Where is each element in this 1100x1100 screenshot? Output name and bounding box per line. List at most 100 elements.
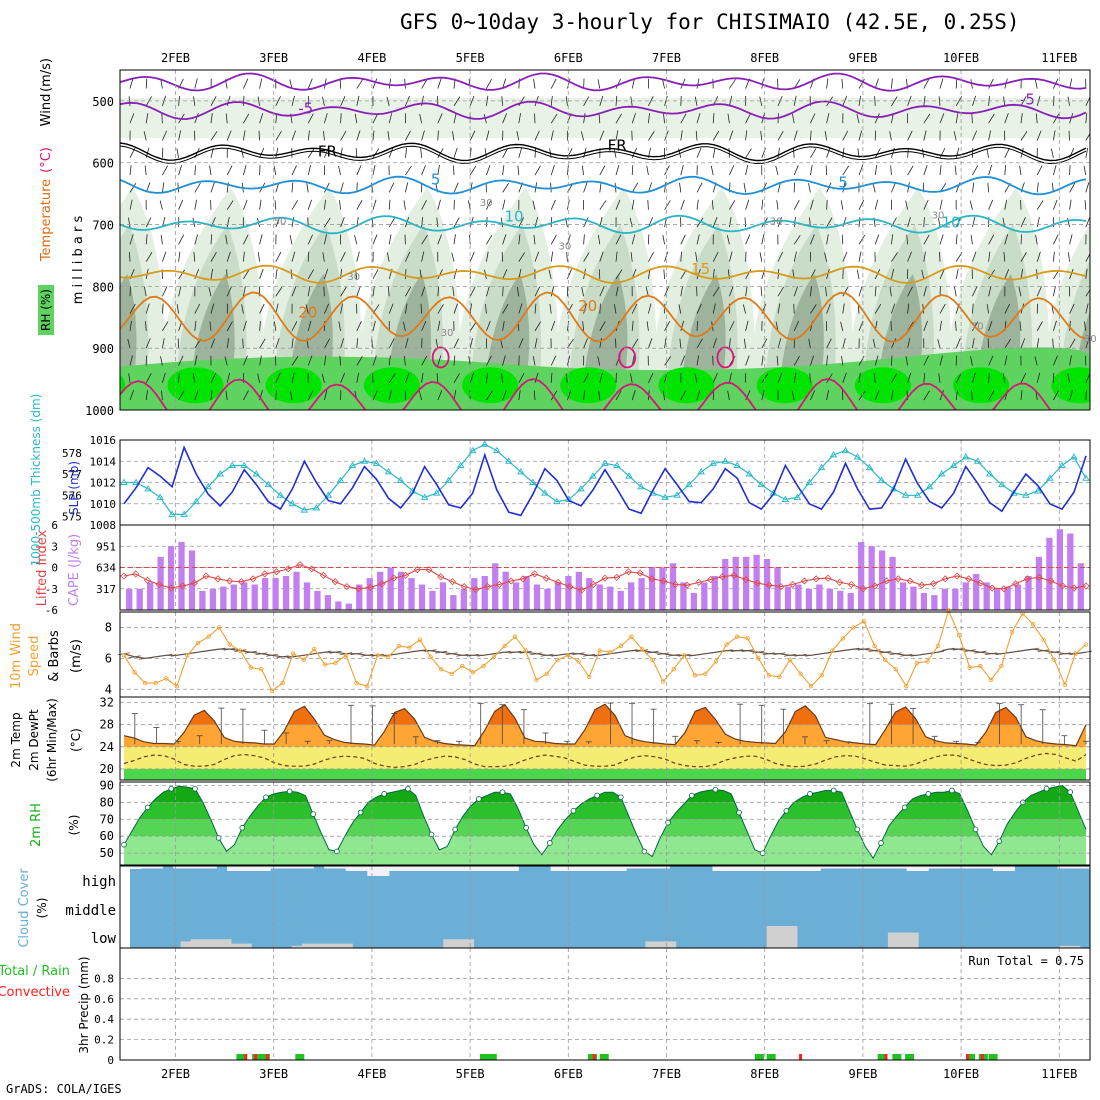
rh2m-point [689,793,694,798]
wind-barb [827,148,830,158]
y-tick-label: 500 [92,95,114,109]
wind-barb [162,166,167,175]
contour-label: 30 [347,272,360,283]
cloud-high-gap [777,866,788,871]
wind-barb [292,165,297,175]
cloud-level-label: middle [65,903,116,919]
wind-barb [956,148,959,158]
cape-bar [1015,585,1021,610]
cape-bar [398,572,404,610]
wind-barb [793,148,794,158]
wind-barb [179,235,184,245]
wind-barb [470,252,474,262]
contour-label: 30 [932,210,945,221]
cape-bar [137,589,143,610]
wind-barb [955,166,956,176]
x-tick-label-bottom: 2FEB [161,1067,190,1081]
wind-barb [648,252,653,261]
wind-barb [1067,218,1069,227]
cape-bar [262,578,268,610]
cloud-high-gap [432,866,443,871]
wind-barb [663,79,665,88]
wind-barb [842,235,843,245]
rh-core [953,367,1009,403]
wind-barb [195,183,201,192]
wind-barb [582,166,583,175]
cloud-high-gap [367,866,378,876]
cloud-high-gap [788,866,799,871]
wind-barb [177,149,179,158]
rh2m-point [500,790,505,795]
wind-barb [373,165,375,175]
thickness-tick-label: 578 [62,447,82,460]
wind10m-panel: 468 [105,609,1092,697]
wind-barb [454,234,455,244]
wind-barb [762,234,764,244]
cloud-high-gap [712,866,723,871]
contour-label: 50 [274,217,287,228]
cloud-low-bar [322,944,333,948]
cloud-high-gap [357,866,368,871]
rh2m-point [713,787,718,792]
cloud-high-gap [799,866,810,871]
wind-barb [211,182,214,192]
wind-barb [195,200,197,210]
rh2m-point [287,789,292,794]
wind-barb [274,166,276,175]
cape-bar [419,585,425,610]
precip-convective-bar [799,1054,802,1060]
rh2m-point [405,786,410,791]
precip-total-bar [236,1054,245,1060]
rh2m-tick-label: 90 [100,778,114,792]
wind-barb [729,79,735,88]
wind-barb [243,79,247,89]
cloud-low-bar [908,933,919,948]
cloud-low-bar [787,926,798,948]
cape-bar [168,546,174,610]
wind-barb [454,148,457,158]
cape-bar [471,578,477,610]
x-tick-label-top: 4FEB [357,51,386,65]
ylabel-2m-temp: 2m Temp [9,712,23,767]
wind-barb [940,200,942,210]
wind-barb [373,200,376,210]
cape-bar [733,557,739,610]
wind-barb [551,79,556,89]
wind-barb [777,79,778,89]
wind-barb [891,79,892,89]
wind-barb [551,165,554,175]
wind-barb [762,200,763,210]
contour-label: 5 [838,173,848,191]
rh-shading [62,74,1100,429]
wind-barb [908,166,914,175]
ylabel-lifted-index: Lifted Index [35,529,50,606]
cape-bar [952,589,958,610]
wind-barb [1053,165,1056,175]
wind-barb [551,235,556,244]
wind-tick-label: 6 [105,651,112,665]
precip-total-bar [480,1054,489,1060]
wind-barb [1021,148,1023,158]
wind-barb [373,235,377,245]
cape-bar [795,585,801,610]
rh2m-tick-label: 70 [100,812,114,826]
rh-band-upper [120,98,1090,138]
wind-barb [260,148,264,158]
wind-barb [648,200,649,210]
ylabel-minmax: (6hr Min/Max) [45,698,59,782]
wind-barb [292,200,298,209]
wind-barb [600,201,606,210]
wind-barb [1005,165,1006,175]
wind-barb [663,235,665,244]
rh2m-point [169,786,174,791]
cloud-middle-fill [130,866,1090,948]
wind-barb [1053,200,1057,210]
wind-barb-10m [393,653,405,655]
wind-barb [160,201,162,210]
temp-tick-label: 28 [100,718,114,732]
wind-barb [1068,252,1069,261]
wind-barb [145,166,146,176]
precip-total-bar [767,1054,776,1060]
wind-barb [355,235,357,244]
ylabel-millibars: m i l l i b a r s [71,216,86,305]
